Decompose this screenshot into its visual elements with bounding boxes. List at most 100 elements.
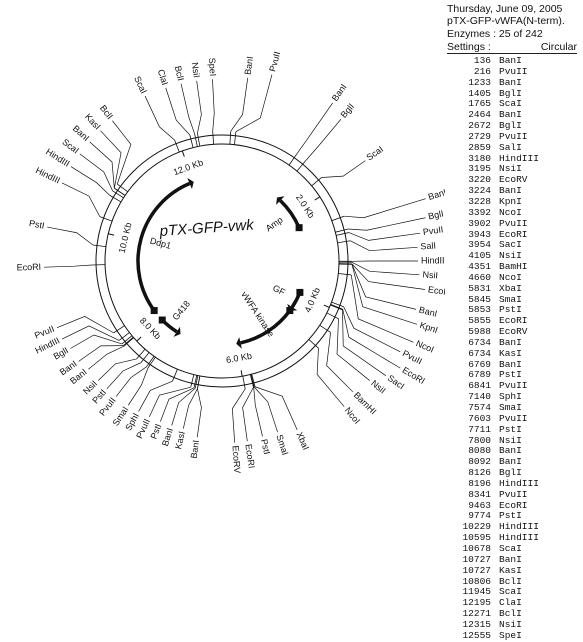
- site-leader: [197, 81, 202, 134]
- site-scai-1765: ScaI: [312, 144, 385, 186]
- site-psti-9774: PstI: [28, 218, 106, 247]
- size-label: 12.0 Kb: [172, 157, 205, 177]
- site-tick: [93, 245, 106, 247]
- site-leader: [80, 154, 113, 191]
- site-leader: [337, 319, 370, 381]
- site-tick: [234, 132, 235, 145]
- site-label: NsiI: [422, 269, 438, 280]
- site-label: SmaI: [274, 433, 290, 456]
- site-tick: [191, 375, 194, 388]
- header-enzyme-count: Enzymes : 25 of 242: [447, 28, 543, 40]
- site-ecorv-3220: EcoRV: [339, 264, 445, 299]
- site-leader: [44, 265, 92, 267]
- site-label: BglI: [427, 208, 444, 221]
- site-scai-11945: ScaI: [132, 75, 179, 152]
- site-tick: [213, 131, 214, 144]
- table-row: 10727 KasI: [447, 566, 582, 577]
- site-leader: [90, 142, 115, 188]
- site-leader: [352, 264, 417, 324]
- site-position: 1233: [468, 78, 491, 89]
- site-leader: [88, 346, 123, 369]
- site-leader: [112, 121, 130, 184]
- feature-label: GF: [271, 283, 287, 298]
- site-tick: [113, 191, 124, 198]
- feature-end-marker: [159, 317, 166, 324]
- site-leader: [350, 241, 417, 251]
- site-position: 10727: [462, 566, 491, 577]
- enzyme-name: PvuII: [499, 490, 528, 501]
- site-leader: [47, 227, 93, 245]
- header-settings: Settings : Circular: [447, 41, 577, 54]
- site-ecori-3943: EcoRI: [331, 304, 427, 386]
- site-label: ClaI: [156, 68, 170, 86]
- site-nsii-7800: NsiI: [81, 349, 145, 396]
- site-label: BanI: [189, 439, 201, 459]
- feature-end-marker: [296, 224, 303, 231]
- site-label: PstI: [259, 438, 272, 455]
- site-leader: [232, 389, 245, 443]
- site-position: 5831: [468, 284, 491, 295]
- feature-vwfa-kinase: vWFA kinase: [236, 290, 293, 349]
- site-leader: [231, 78, 248, 131]
- site-leader: [344, 307, 401, 352]
- site-bamhi-4351: BamHI: [320, 325, 379, 416]
- site-tick: [195, 134, 198, 147]
- site-label: SalI: [420, 240, 436, 251]
- enzyme-name: KasI: [499, 566, 522, 577]
- size-tick: [182, 151, 184, 157]
- site-label: XbaI: [294, 430, 311, 451]
- site-leader: [101, 131, 121, 188]
- site-leader: [243, 387, 254, 441]
- site-label: PvuII: [267, 50, 282, 72]
- feature-ddp1: Ddp1: [138, 178, 194, 314]
- site-label: PstI: [28, 218, 45, 231]
- site-label: BanI: [427, 187, 445, 202]
- site-leader: [255, 387, 297, 430]
- site-label: PvuII: [422, 224, 444, 237]
- site-leader: [327, 332, 353, 391]
- feature-label: G418: [170, 299, 192, 322]
- feature-label: Amp: [264, 215, 285, 234]
- site-tick: [114, 188, 125, 195]
- site-label: BanI: [330, 82, 349, 103]
- site-ncoi-4660: NcoI: [309, 339, 362, 425]
- backbone-outer-circle: [96, 135, 348, 387]
- site-tick: [338, 274, 351, 275]
- size-label: 2.0 Kb: [294, 193, 317, 220]
- site-tick: [230, 131, 231, 144]
- site-label: BclI: [98, 103, 115, 121]
- site-sali-2859: SalI: [338, 240, 437, 251]
- site-label: SacI: [386, 373, 406, 392]
- site-saci-3954: SacI: [330, 305, 406, 391]
- site-label: HindIII: [34, 165, 62, 185]
- site-leader: [181, 84, 195, 134]
- site-label: KasI: [173, 430, 187, 450]
- site-position: 7711: [468, 425, 491, 436]
- site-leader: [57, 316, 114, 332]
- enzyme-name: PvuII: [499, 219, 528, 230]
- header-date: Thursday, June 09, 2005: [447, 3, 562, 15]
- site-label: EcoRV: [231, 445, 243, 473]
- settings-label: Settings :: [447, 41, 491, 53]
- site-tick: [175, 140, 180, 152]
- site-leader: [145, 96, 174, 140]
- backbone-inner-circle: [105, 144, 339, 378]
- size-label: 10.0 Kb: [117, 222, 134, 255]
- site-tick: [320, 325, 331, 332]
- site-bani-1233: BanI: [289, 82, 349, 165]
- site-label: BanI: [418, 305, 438, 319]
- size-tick: [137, 337, 141, 341]
- feature-end-marker: [286, 307, 293, 314]
- site-tick: [172, 369, 177, 381]
- site-label: ScaI: [60, 137, 80, 156]
- site-tick: [100, 217, 112, 221]
- site-leader: [349, 233, 420, 241]
- site-label: EcoRV: [427, 284, 445, 298]
